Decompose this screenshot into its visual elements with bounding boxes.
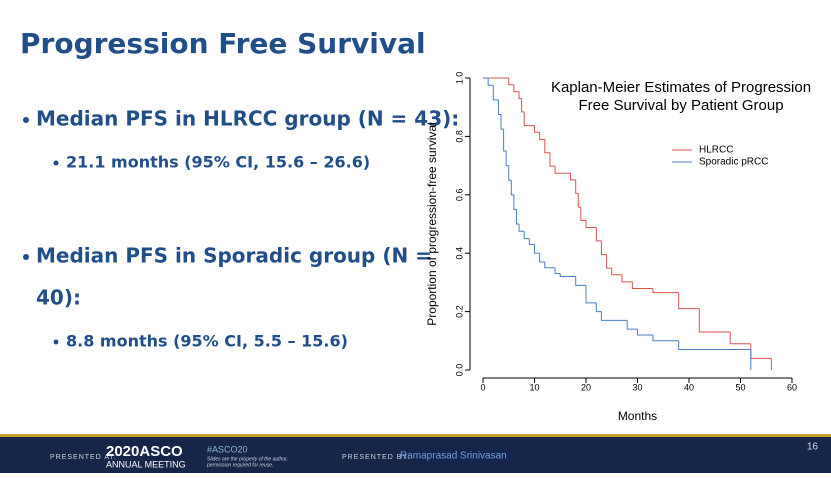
km-step — [513, 84, 520, 93]
km-step — [503, 129, 507, 152]
sub-bullet-text: 21.1 months (95% CI, 15.6 – 26.6) — [66, 153, 370, 172]
slide-title: Progression Free Survival — [20, 27, 426, 60]
chart-title: Kaplan-Meier Estimates of Progression — [551, 79, 811, 96]
bullet-text: 40): — [36, 286, 81, 310]
km-step — [678, 340, 751, 351]
km-step — [539, 253, 545, 263]
bullets: Median PFS in HLRCC group (N = 43): 21.1 … — [23, 107, 459, 351]
km-step — [652, 288, 679, 294]
km-step — [487, 78, 494, 86]
km-step — [554, 166, 571, 174]
x-tick-label: 20 — [581, 382, 591, 392]
sub-bullet-dot — [53, 339, 59, 345]
km-step — [523, 111, 535, 127]
km-step — [544, 261, 556, 269]
x-tick-label: 40 — [684, 382, 694, 392]
km-step — [513, 194, 517, 210]
bullet-text: Median PFS in Sporadic group (N = — [36, 244, 432, 268]
footer-note: Slides are the property of the author, — [207, 456, 288, 462]
km-step — [523, 231, 530, 240]
km-step — [652, 334, 679, 342]
km-step — [508, 78, 514, 86]
km-step — [575, 276, 586, 286]
km-step — [528, 238, 535, 245]
km-step — [549, 152, 556, 167]
km-step — [637, 329, 653, 336]
km-step — [521, 98, 525, 113]
km-step — [554, 267, 561, 275]
km-step — [505, 151, 509, 167]
km-step — [570, 173, 576, 181]
x-axis-label: Months — [618, 409, 657, 423]
presented-at: PRESENTED AT: — [50, 454, 117, 461]
y-tick-label: 0.2 — [454, 305, 464, 318]
km-step — [595, 227, 602, 242]
sub-bullet-text: 8.8 months (95% CI, 5.5 – 15.6) — [66, 332, 348, 351]
km-step — [600, 240, 607, 256]
presenter: Ramaprasad Srinivasan — [400, 451, 507, 462]
km-step — [510, 180, 514, 196]
km-step — [678, 292, 700, 310]
presented-by: PRESENTED BY: — [342, 454, 411, 461]
km-step — [585, 220, 597, 229]
km-step — [500, 114, 504, 130]
km-step — [515, 209, 520, 225]
bullet-dot — [23, 254, 29, 260]
y-tick-label: 0.0 — [454, 364, 464, 377]
km-step — [575, 179, 579, 194]
km-step — [534, 244, 540, 254]
km-step — [544, 139, 550, 154]
meeting: ANNUAL MEETING — [106, 459, 186, 469]
km-step — [577, 193, 581, 208]
km-step — [580, 207, 586, 221]
chart: 0.0 0.2 0.4 0.6 0.8 1.0 0 10 20 30 40 50 60 Months Pro… — [425, 72, 811, 423]
km-step — [508, 165, 512, 181]
km-step — [492, 85, 499, 101]
km-step — [559, 273, 576, 278]
x-tick-label: 60 — [787, 382, 797, 392]
km-step — [595, 302, 602, 313]
bullet-dot — [23, 117, 29, 123]
x-tick-label: 30 — [632, 382, 642, 392]
km-step — [729, 332, 751, 345]
km-step — [497, 99, 502, 115]
km-step — [621, 274, 633, 283]
footer-note: permission required for reuse. — [206, 462, 273, 468]
x-tick-label: 10 — [529, 382, 539, 392]
km-step — [534, 125, 540, 133]
km-step — [611, 268, 623, 276]
km-step — [539, 132, 545, 140]
km-step — [518, 91, 522, 99]
km-step — [698, 308, 731, 333]
km-step — [606, 254, 612, 269]
km-step — [585, 285, 597, 304]
legend-label: Sporadic pRCC — [699, 157, 768, 168]
page-number: 16 — [807, 442, 819, 453]
y-tick-label: 0.4 — [454, 247, 464, 260]
x-tick-label: 0 — [480, 382, 485, 392]
x-tick-label: 50 — [735, 382, 745, 392]
footer-rule — [0, 434, 831, 437]
y-tick-label: 0.8 — [454, 130, 464, 143]
y-axis-label: Proportion of progression-free survival — [425, 122, 439, 325]
km-step — [600, 311, 628, 321]
legend-label: HLRCC — [699, 145, 733, 156]
hashtag: #ASCO20 — [207, 444, 248, 454]
bullet-text: Median PFS in HLRCC group (N = 43): — [36, 107, 459, 131]
chart-title: Free Survival by Patient Group — [578, 97, 783, 114]
y-tick-label: 1.0 — [454, 72, 464, 85]
km-step — [626, 320, 638, 330]
brand: 2020ASCO — [106, 443, 183, 460]
footer — [0, 437, 831, 473]
km-step — [631, 281, 653, 290]
y-tick-label: 0.6 — [454, 189, 464, 202]
sub-bullet-dot — [53, 160, 59, 166]
km-step — [518, 224, 525, 232]
